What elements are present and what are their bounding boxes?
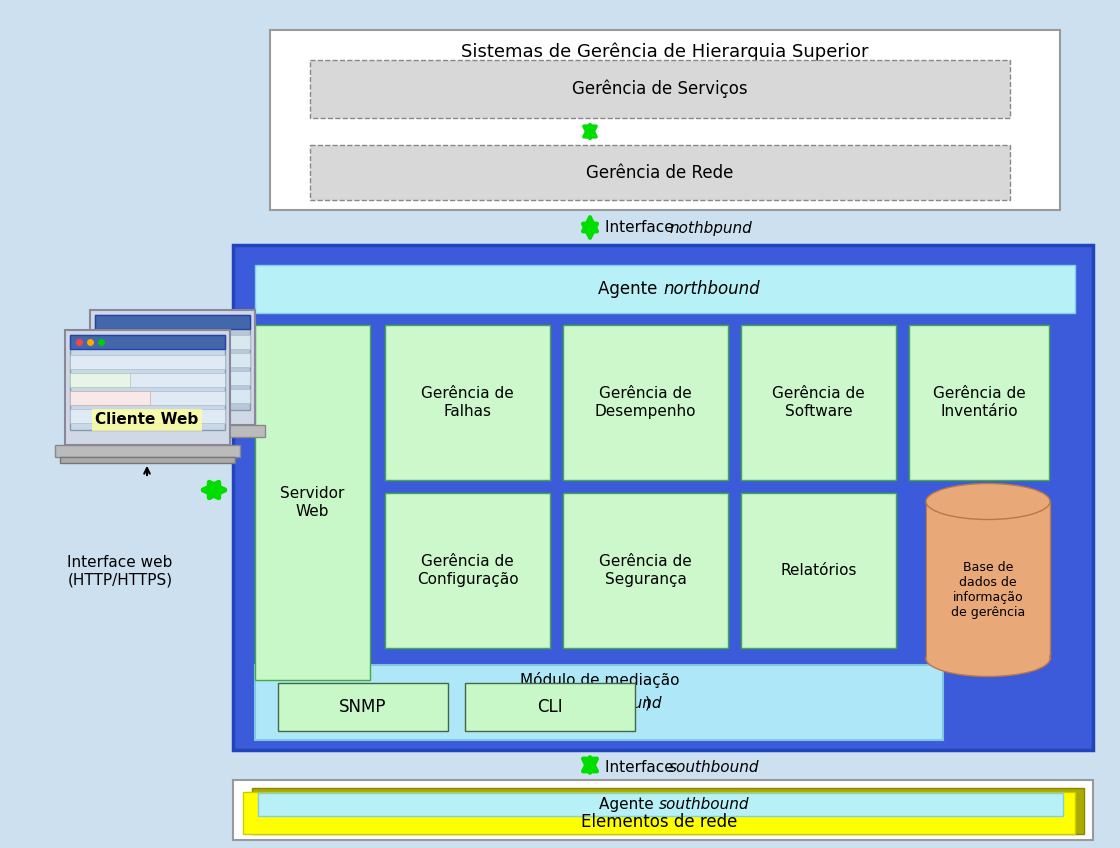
Text: Interface: Interface: [605, 761, 679, 776]
Text: Agente: Agente: [599, 797, 659, 812]
Text: Cliente Web: Cliente Web: [95, 412, 198, 427]
Bar: [90, 310, 255, 425]
Bar: [95, 371, 250, 385]
Text: (Gerente: (Gerente: [500, 695, 572, 711]
Bar: [563, 325, 728, 480]
Bar: [69, 373, 130, 387]
Bar: [233, 245, 1093, 750]
Text: Gerência de
Configuração: Gerência de Configuração: [417, 555, 519, 587]
Bar: [69, 391, 225, 405]
Bar: [385, 325, 550, 480]
Text: Gerência de
Desempenho: Gerência de Desempenho: [595, 387, 697, 419]
Bar: [233, 780, 1093, 840]
Bar: [69, 335, 225, 349]
Bar: [310, 145, 1010, 200]
Bar: [741, 325, 896, 480]
Bar: [310, 60, 1010, 118]
Bar: [741, 493, 896, 648]
Bar: [69, 335, 225, 430]
Text: southbound: southbound: [659, 797, 749, 812]
Bar: [385, 493, 550, 648]
Bar: [255, 265, 1075, 313]
Text: Gerência de
Inventário: Gerência de Inventário: [933, 387, 1026, 419]
Bar: [255, 325, 370, 680]
Bar: [69, 355, 225, 369]
Text: Interface web
(HTTP/HTTPS): Interface web (HTTP/HTTPS): [67, 555, 172, 588]
Bar: [255, 665, 943, 740]
Bar: [563, 493, 728, 648]
Text: CLI: CLI: [538, 698, 563, 716]
Bar: [65, 330, 230, 445]
Bar: [95, 335, 250, 349]
Bar: [927, 503, 1049, 657]
Bar: [95, 389, 250, 403]
Bar: [95, 315, 250, 410]
Bar: [69, 409, 225, 423]
Ellipse shape: [926, 640, 1051, 677]
Text: Interface: Interface: [605, 220, 679, 236]
Bar: [243, 792, 1075, 834]
Bar: [465, 683, 635, 731]
Text: Gerência de
Falhas: Gerência de Falhas: [421, 387, 514, 419]
Text: SNMP: SNMP: [339, 698, 386, 716]
Text: Módulo de mediação: Módulo de mediação: [521, 672, 680, 688]
Text: Gerência de
Segurança: Gerência de Segurança: [599, 555, 692, 587]
Text: Servidor
Web: Servidor Web: [280, 486, 345, 519]
Bar: [80, 425, 265, 437]
Text: Agente: Agente: [598, 280, 663, 298]
Text: Gerência de
Software: Gerência de Software: [772, 387, 865, 419]
Text: southbound: southbound: [572, 695, 663, 711]
Bar: [55, 445, 240, 457]
Text: Gerência de Rede: Gerência de Rede: [586, 164, 734, 181]
Text: northbound: northbound: [663, 280, 759, 298]
Text: Elementos de rede: Elementos de rede: [581, 813, 737, 831]
Bar: [95, 315, 250, 329]
Bar: [278, 683, 448, 731]
Text: Relatórios: Relatórios: [781, 563, 857, 578]
Text: ): ): [645, 695, 651, 711]
Text: Gerência de Serviços: Gerência de Serviços: [572, 80, 748, 98]
Bar: [69, 391, 150, 405]
Text: Sistemas de Gerência de Hierarquia Superior: Sistemas de Gerência de Hierarquia Super…: [461, 42, 869, 61]
Bar: [252, 788, 1084, 834]
Bar: [909, 325, 1049, 480]
Text: nothbpund: nothbpund: [669, 220, 752, 236]
Ellipse shape: [926, 483, 1051, 520]
Bar: [95, 353, 250, 367]
Text: southbound: southbound: [669, 761, 759, 776]
Bar: [60, 457, 235, 463]
Bar: [270, 30, 1060, 210]
Bar: [926, 501, 1051, 659]
Bar: [69, 373, 225, 387]
Text: Base de
dados de
informação
de gerência: Base de dados de informação de gerência: [951, 561, 1025, 619]
Bar: [258, 793, 1063, 816]
